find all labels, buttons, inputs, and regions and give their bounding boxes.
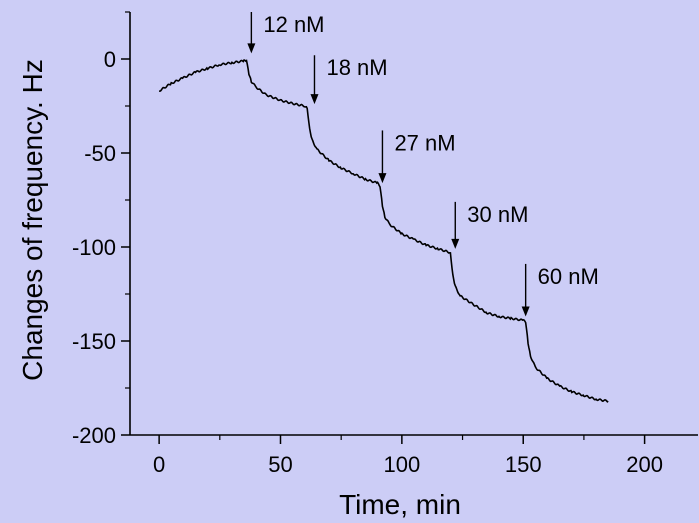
- axes: [129, 12, 698, 436]
- x-axis-title: Time, min: [339, 489, 461, 520]
- y-tick-label: -50: [84, 141, 116, 166]
- annotation-arrow-head: [310, 94, 319, 105]
- annotation-arrow-head: [521, 306, 530, 317]
- annotation-label: 27 nM: [394, 130, 455, 155]
- annotation-arrow-head: [451, 238, 460, 249]
- x-tick-label: 150: [505, 452, 542, 477]
- y-axis-title: Changes of frequency. Hz: [17, 59, 48, 381]
- x-tick-label: 200: [626, 452, 663, 477]
- annotation-label: 60 nM: [538, 264, 599, 289]
- y-axis-ticks: 0 -50 -100 -150 -200: [72, 11, 130, 448]
- frequency-series-line: [158, 59, 609, 403]
- x-tick-label: 100: [384, 452, 421, 477]
- y-tick-label: 0: [104, 47, 116, 72]
- annotation-label: 30 nM: [467, 202, 528, 227]
- annotation-label: 18 nM: [326, 55, 387, 80]
- annotation-arrow-head: [378, 173, 387, 184]
- annotation-arrow-head: [247, 43, 256, 54]
- y-tick-label: -150: [72, 329, 116, 354]
- y-tick-label: -200: [72, 423, 116, 448]
- annotation-label: 12 nM: [263, 12, 324, 37]
- x-tick-label: 50: [268, 452, 292, 477]
- y-tick-label: -100: [72, 235, 116, 260]
- x-axis-ticks: 0 50 100 150 200: [153, 435, 663, 477]
- x-tick-label: 0: [153, 452, 165, 477]
